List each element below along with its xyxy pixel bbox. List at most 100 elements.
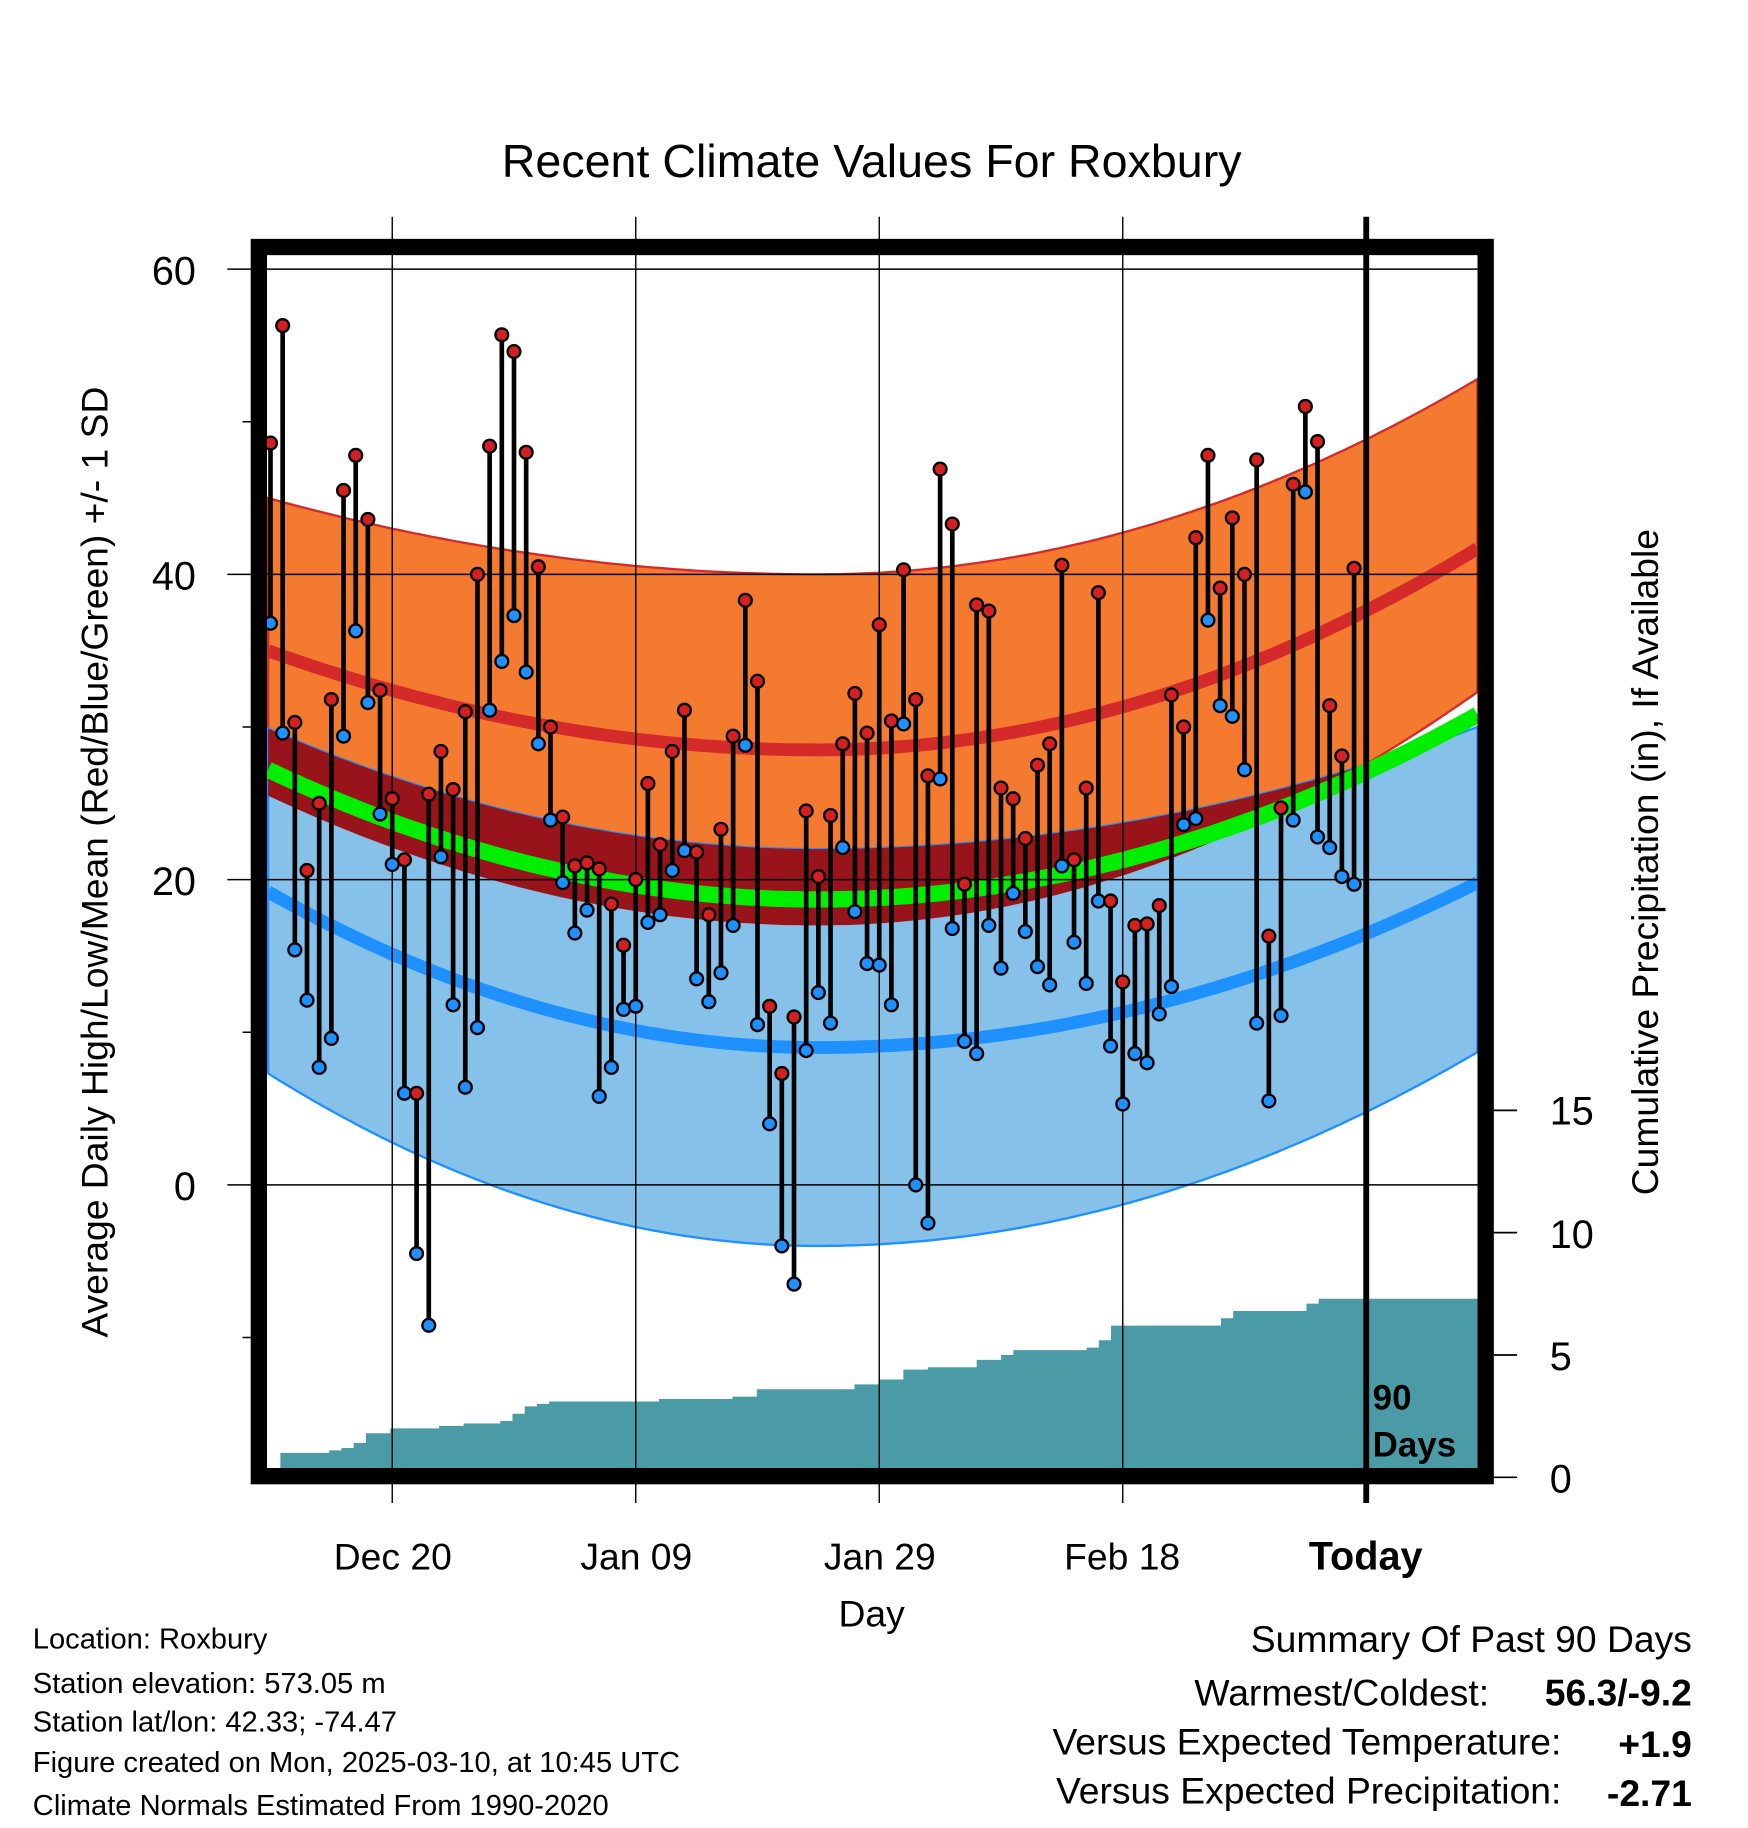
- daily-low-point: [932, 771, 948, 787]
- daily-low-point: [701, 994, 717, 1010]
- daily-low-point: [1200, 612, 1216, 628]
- daily-high-point: [786, 1009, 802, 1025]
- daily-low-point: [956, 1033, 973, 1049]
- daily-high-point: [409, 1085, 425, 1101]
- daily-high-point: [835, 736, 851, 752]
- daily-high-point: [1212, 580, 1228, 596]
- daily-high-point: [993, 780, 1009, 796]
- daily-low-point: [1054, 858, 1070, 874]
- daily-high-point: [749, 673, 766, 689]
- daily-low-point: [1322, 840, 1338, 856]
- daily-low-point: [981, 917, 997, 933]
- daily-high-point: [810, 869, 826, 885]
- daily-high-point: [1297, 398, 1313, 415]
- daily-high-point: [469, 566, 486, 582]
- daily-low-point: [494, 653, 510, 669]
- daily-high-point: [1017, 830, 1033, 846]
- daily-high-point: [1005, 791, 1021, 807]
- x-axis-label: Day: [839, 1592, 906, 1634]
- daily-low-point: [628, 998, 644, 1014]
- daily-low-point: [835, 840, 851, 856]
- daily-high-point: [1188, 530, 1204, 546]
- daily-low-point: [530, 736, 546, 752]
- daily-low-point: [1249, 1015, 1265, 1031]
- daily-high-point: [335, 482, 352, 499]
- daily-low-point: [1334, 869, 1350, 885]
- daily-low-point: [762, 1116, 778, 1132]
- daily-high-point: [871, 617, 887, 633]
- daily-high-point: [1322, 698, 1338, 714]
- daily-low-point: [433, 849, 449, 865]
- daily-low-point: [640, 914, 656, 930]
- daily-low-point: [603, 1059, 619, 1075]
- daily-low-point: [1188, 811, 1204, 827]
- daily-low-point: [774, 1238, 790, 1254]
- daily-high-point: [542, 719, 559, 735]
- daily-low-point: [749, 1017, 766, 1033]
- daily-high-point: [1066, 852, 1082, 868]
- daily-high-point: [896, 562, 912, 578]
- summary-precip-value: -2.71: [1607, 1772, 1692, 1814]
- daily-high-point: [640, 775, 656, 792]
- daily-low-point: [1005, 885, 1021, 901]
- daily-high-point: [421, 786, 437, 802]
- daily-low-point: [822, 1015, 839, 1031]
- daily-low-point: [275, 725, 291, 741]
- daily-high-point: [1078, 780, 1094, 796]
- y2tick-label: 5: [1550, 1335, 1572, 1379]
- daily-high-point: [737, 592, 753, 608]
- daily-high-point: [275, 318, 291, 334]
- daily-low-point: [323, 1030, 339, 1046]
- daily-low-point: [482, 702, 498, 718]
- daily-low-point: [457, 1079, 473, 1095]
- chart-title: Recent Climate Values For Roxbury: [502, 135, 1242, 187]
- daily-low-point: [1139, 1055, 1155, 1071]
- xtick-label-today: Today: [1309, 1534, 1423, 1578]
- daily-low-point: [506, 608, 522, 624]
- daily-high-point: [628, 872, 644, 888]
- daily-high-point: [1334, 748, 1350, 764]
- daily-low-point: [664, 862, 680, 879]
- daily-low-point: [993, 960, 1009, 976]
- daily-low-point: [518, 664, 534, 680]
- daily-high-point: [396, 852, 412, 868]
- daily-high-point: [883, 713, 899, 729]
- daily-high-point: [652, 836, 668, 853]
- daily-high-point: [1029, 757, 1046, 773]
- daily-low-point: [1176, 817, 1192, 833]
- daily-high-point: [299, 862, 315, 879]
- daily-low-point: [469, 1020, 486, 1036]
- daily-low-point: [871, 957, 887, 973]
- daily-low-point: [1017, 923, 1033, 940]
- daily-low-point: [847, 904, 863, 920]
- normal-low-line: [265, 876, 1481, 1054]
- daily-low-point: [348, 623, 364, 639]
- y2-axis-label: Cumulative Precipitation (in), If Availa…: [1624, 529, 1666, 1195]
- daily-low-point: [542, 812, 559, 828]
- daily-low-point: [287, 942, 303, 958]
- summary-temp-label: Versus Expected Temperature:: [1053, 1721, 1562, 1763]
- daily-low-point: [737, 737, 753, 753]
- xtick-label: Jan 09: [580, 1535, 692, 1577]
- daily-low-point: [1090, 893, 1106, 909]
- daily-low-point: [786, 1276, 802, 1292]
- daily-high-point: [1309, 434, 1326, 450]
- daily-high-point: [1151, 898, 1167, 914]
- daily-high-point: [591, 861, 607, 877]
- daily-low-point: [798, 1042, 814, 1059]
- daily-high-point: [603, 896, 619, 912]
- daily-high-point: [360, 511, 376, 528]
- daily-low-point: [409, 1245, 425, 1262]
- info-latlon: Station lat/lon: 42.33; -74.47: [33, 1706, 397, 1738]
- summary-temp-value: +1.9: [1618, 1723, 1692, 1765]
- daily-high-point: [956, 876, 973, 892]
- daily-low-point: [1127, 1046, 1143, 1062]
- daily-low-point: [896, 716, 912, 732]
- daily-low-point: [299, 992, 315, 1008]
- daily-low-point: [615, 1001, 632, 1017]
- daily-high-point: [664, 743, 680, 759]
- daily-low-point: [944, 920, 960, 937]
- daily-high-point: [615, 937, 632, 953]
- daily-high-point: [323, 691, 339, 708]
